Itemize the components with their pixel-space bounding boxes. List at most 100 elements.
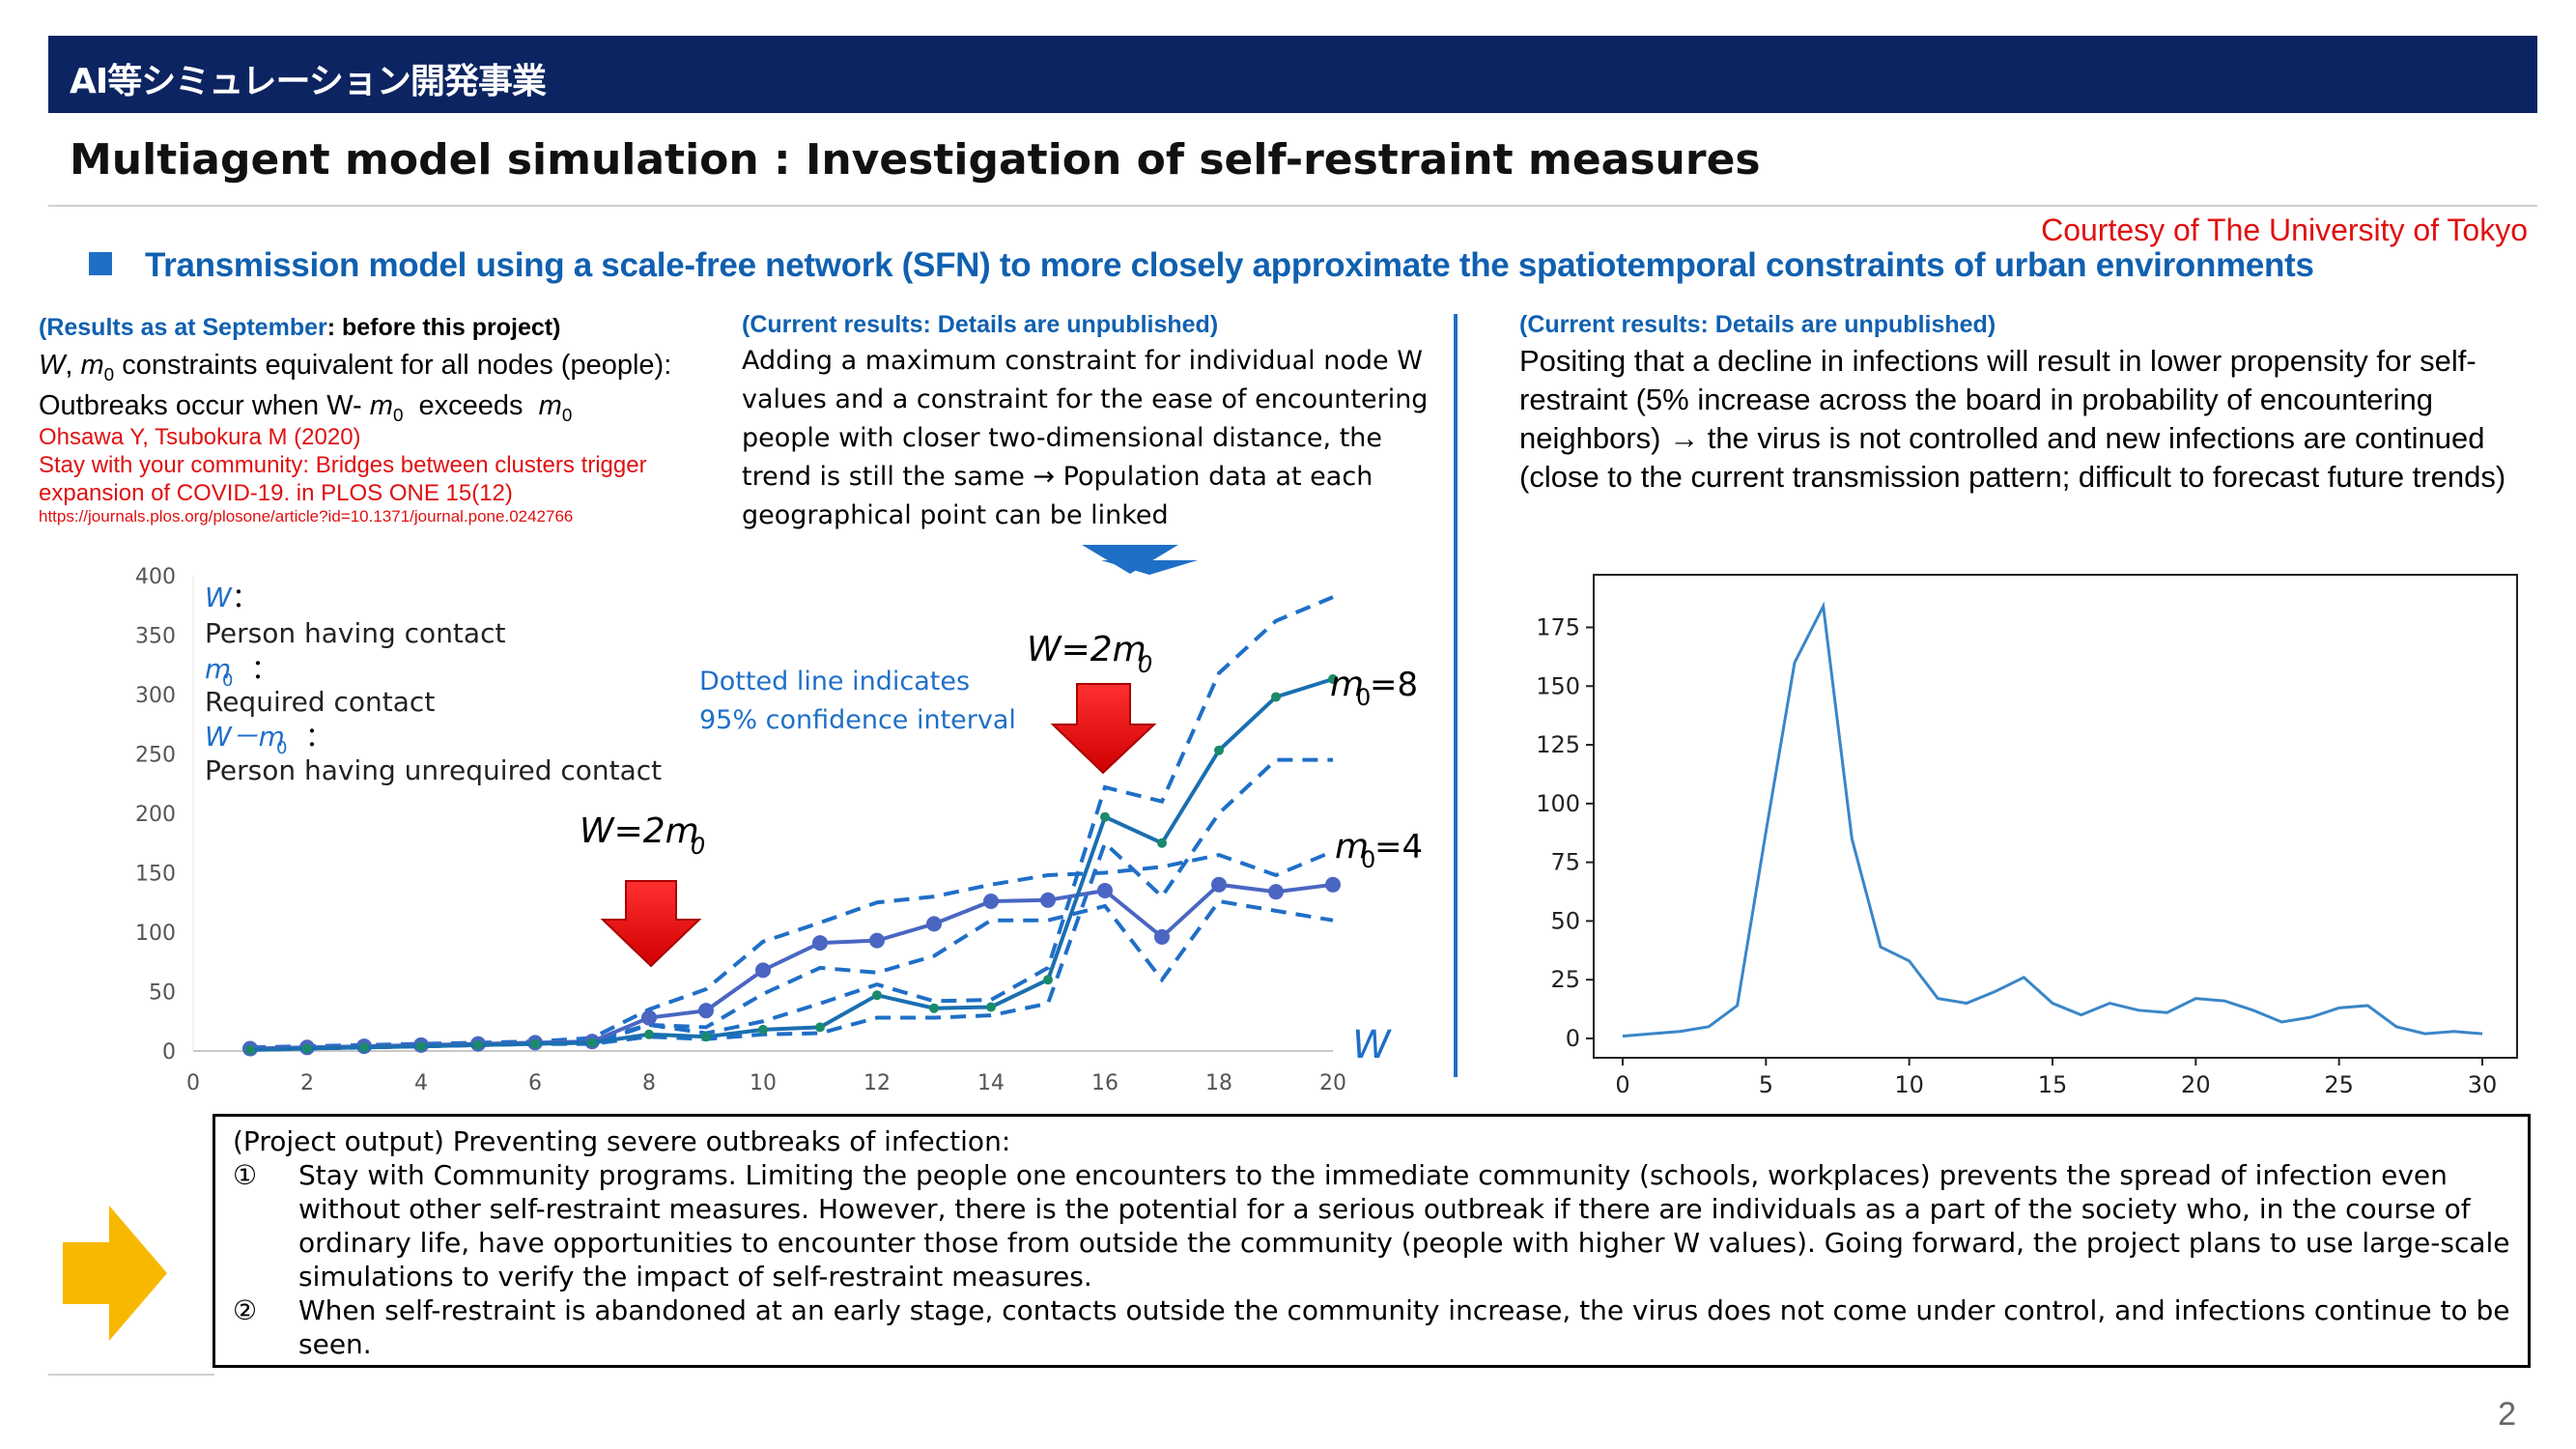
left-chart-series [242, 674, 1341, 1057]
series-line-m0=4 [249, 882, 1334, 1051]
col1-line2-m: m [369, 390, 393, 421]
col1-line1: W, m0 constraints equivalent for all nod… [39, 350, 672, 384]
col1-m-symbol: m [80, 350, 104, 381]
w-2m0-label-left: W=2m [580, 811, 699, 851]
legend-wm0-colon: ： [305, 721, 332, 753]
data-point [1328, 674, 1338, 685]
right-line-chart: 0 5 10 15 20 25 30 0 25 50 75 100 125 150 175 [1536, 574, 2518, 1098]
data-point [1154, 928, 1170, 945]
courtesy-text: Courtesy of The University of Tokyo [2041, 213, 2528, 247]
data-point [986, 1002, 996, 1012]
ref-title: Stay with your community: Bridges betwee… [39, 452, 647, 478]
col3-note: (Current results: Details are unpublishe… [1519, 311, 1996, 338]
x-tick-label: 30 [2468, 1071, 2498, 1098]
right-chart-series [1622, 601, 2483, 1038]
col2-note: (Current results: Details are unpublishe… [742, 311, 1219, 338]
legend-m0-colon: ： [251, 653, 278, 685]
x-tick-label: 20 [2181, 1071, 2211, 1098]
w-2m0-label-right-sub: 0 [1138, 651, 1152, 678]
page-number: 2 [2498, 1396, 2516, 1433]
item-text: When self-restraint is abandoned at an e… [298, 1294, 2510, 1360]
item-number: ② [233, 1294, 258, 1326]
ci-lower-line-1 [249, 757, 1333, 1052]
data-point [926, 916, 942, 932]
list-item: ② When self-restraint is abandoned at an… [233, 1293, 2510, 1361]
ref-url-link[interactable]: https://journals.plos.org/plosone/articl… [39, 507, 574, 526]
series-line-m0=8 [249, 677, 1334, 1052]
m0-8-label-sub: 0 [1356, 684, 1371, 711]
data-point [1043, 975, 1053, 985]
data-point [1325, 876, 1341, 893]
data-point [1157, 838, 1167, 848]
data-point [872, 990, 882, 1001]
data-point [812, 935, 828, 952]
col1-line1-text: constraints equivalent for all nodes (pe… [114, 350, 672, 381]
left-chart-axes [192, 576, 1333, 1052]
data-point [758, 1024, 768, 1035]
col1-line2-b: exceeds [403, 390, 539, 421]
col1-line2-a: Outbreaks occur when W- [39, 390, 370, 421]
header-bar: AI等シミュレーション開発事業 [48, 36, 2537, 113]
col1-note-blue: (Results as at September [39, 314, 327, 341]
col1-line2-sub: 0 [392, 404, 404, 425]
legend-w-symbol: W [205, 582, 233, 613]
legend-w-colon: ： [232, 582, 259, 613]
y-tick-label: 400 [135, 565, 176, 589]
data-point [815, 1022, 825, 1033]
x-tick-label: 12 [863, 1071, 891, 1095]
right-chart-ticks: 0 5 10 15 20 25 30 0 25 50 75 100 125 150 175 [1536, 613, 2497, 1098]
w-2m0-label-left-sub: 0 [691, 833, 705, 860]
data-point [869, 932, 885, 949]
data-point [701, 1032, 711, 1042]
data-point [302, 1043, 312, 1054]
w-2m0-label-right: W=2m [1027, 630, 1146, 669]
col2-body: Adding a maximum constraint for individu… [742, 346, 1429, 530]
y-tick-label: 0 [1566, 1025, 1580, 1052]
plot-frame [1593, 574, 2518, 1059]
data-point [359, 1042, 369, 1053]
infection-line [1622, 601, 2483, 1038]
col1-line2: Outbreaks occur when W- m0 exceeds m0 [39, 386, 572, 435]
y-tick-label: 50 [1550, 907, 1580, 934]
x-tick-label: 25 [2324, 1071, 2354, 1098]
x-tick-label: 10 [1894, 1071, 1924, 1098]
page-title: Multiagent model simulation : Investigat… [70, 135, 1761, 185]
title-divider [48, 205, 2537, 207]
legend-w-desc: Person having contact [205, 617, 505, 649]
ref-authors: Ohsawa Y, Tsubokura M (2020) [39, 424, 361, 450]
data-point [1271, 692, 1281, 702]
data-point [1100, 811, 1110, 822]
m0-8-label-val: =8 [1370, 666, 1418, 704]
col1-note-black: : before this project) [326, 314, 561, 341]
legend-wm0-sub: 0 [276, 738, 287, 758]
right-chart-frame [1593, 574, 2518, 1059]
y-tick-label: 150 [135, 863, 176, 887]
y-tick-label: 175 [1536, 613, 1580, 640]
col1-line2-sub2: 0 [561, 404, 573, 425]
header-title: AI等シミュレーション開発事業 [70, 62, 547, 101]
x-tick-label: 0 [1615, 1071, 1629, 1098]
y-tick-label: 150 [1536, 672, 1580, 699]
y-tick-label: 250 [135, 744, 176, 768]
x-tick-label: 4 [414, 1071, 428, 1095]
left-line-chart: 0 2 4 6 8 10 12 14 16 18 2005010015020025030035040… [135, 560, 1423, 1095]
list-item: ① Stay with Community programs. Limiting… [233, 1158, 2510, 1293]
x-tick-label: 15 [2038, 1071, 2068, 1098]
data-point [755, 962, 771, 979]
data-point [644, 1029, 654, 1039]
y-tick-label: 25 [1550, 966, 1580, 993]
x-axis-label: W [1352, 1023, 1392, 1067]
x-tick-label: 14 [977, 1071, 1005, 1095]
left-chart-ci-lines [249, 595, 1334, 1052]
x-tick-label: 6 [528, 1071, 542, 1095]
project-output-box: (Project output) Preventing severe outbr… [212, 1114, 2531, 1368]
data-point [641, 1009, 657, 1026]
footer-divider [48, 1374, 214, 1376]
x-tick-label: 18 [1205, 1071, 1232, 1095]
col1-m-sub: 0 [103, 363, 115, 384]
m0-4-label-m: m [1335, 827, 1369, 867]
m0-4-label-sub: 0 [1361, 846, 1375, 873]
m0-8-label-m: m [1330, 665, 1364, 704]
data-point [473, 1039, 483, 1050]
x-tick-label: 10 [750, 1071, 777, 1095]
